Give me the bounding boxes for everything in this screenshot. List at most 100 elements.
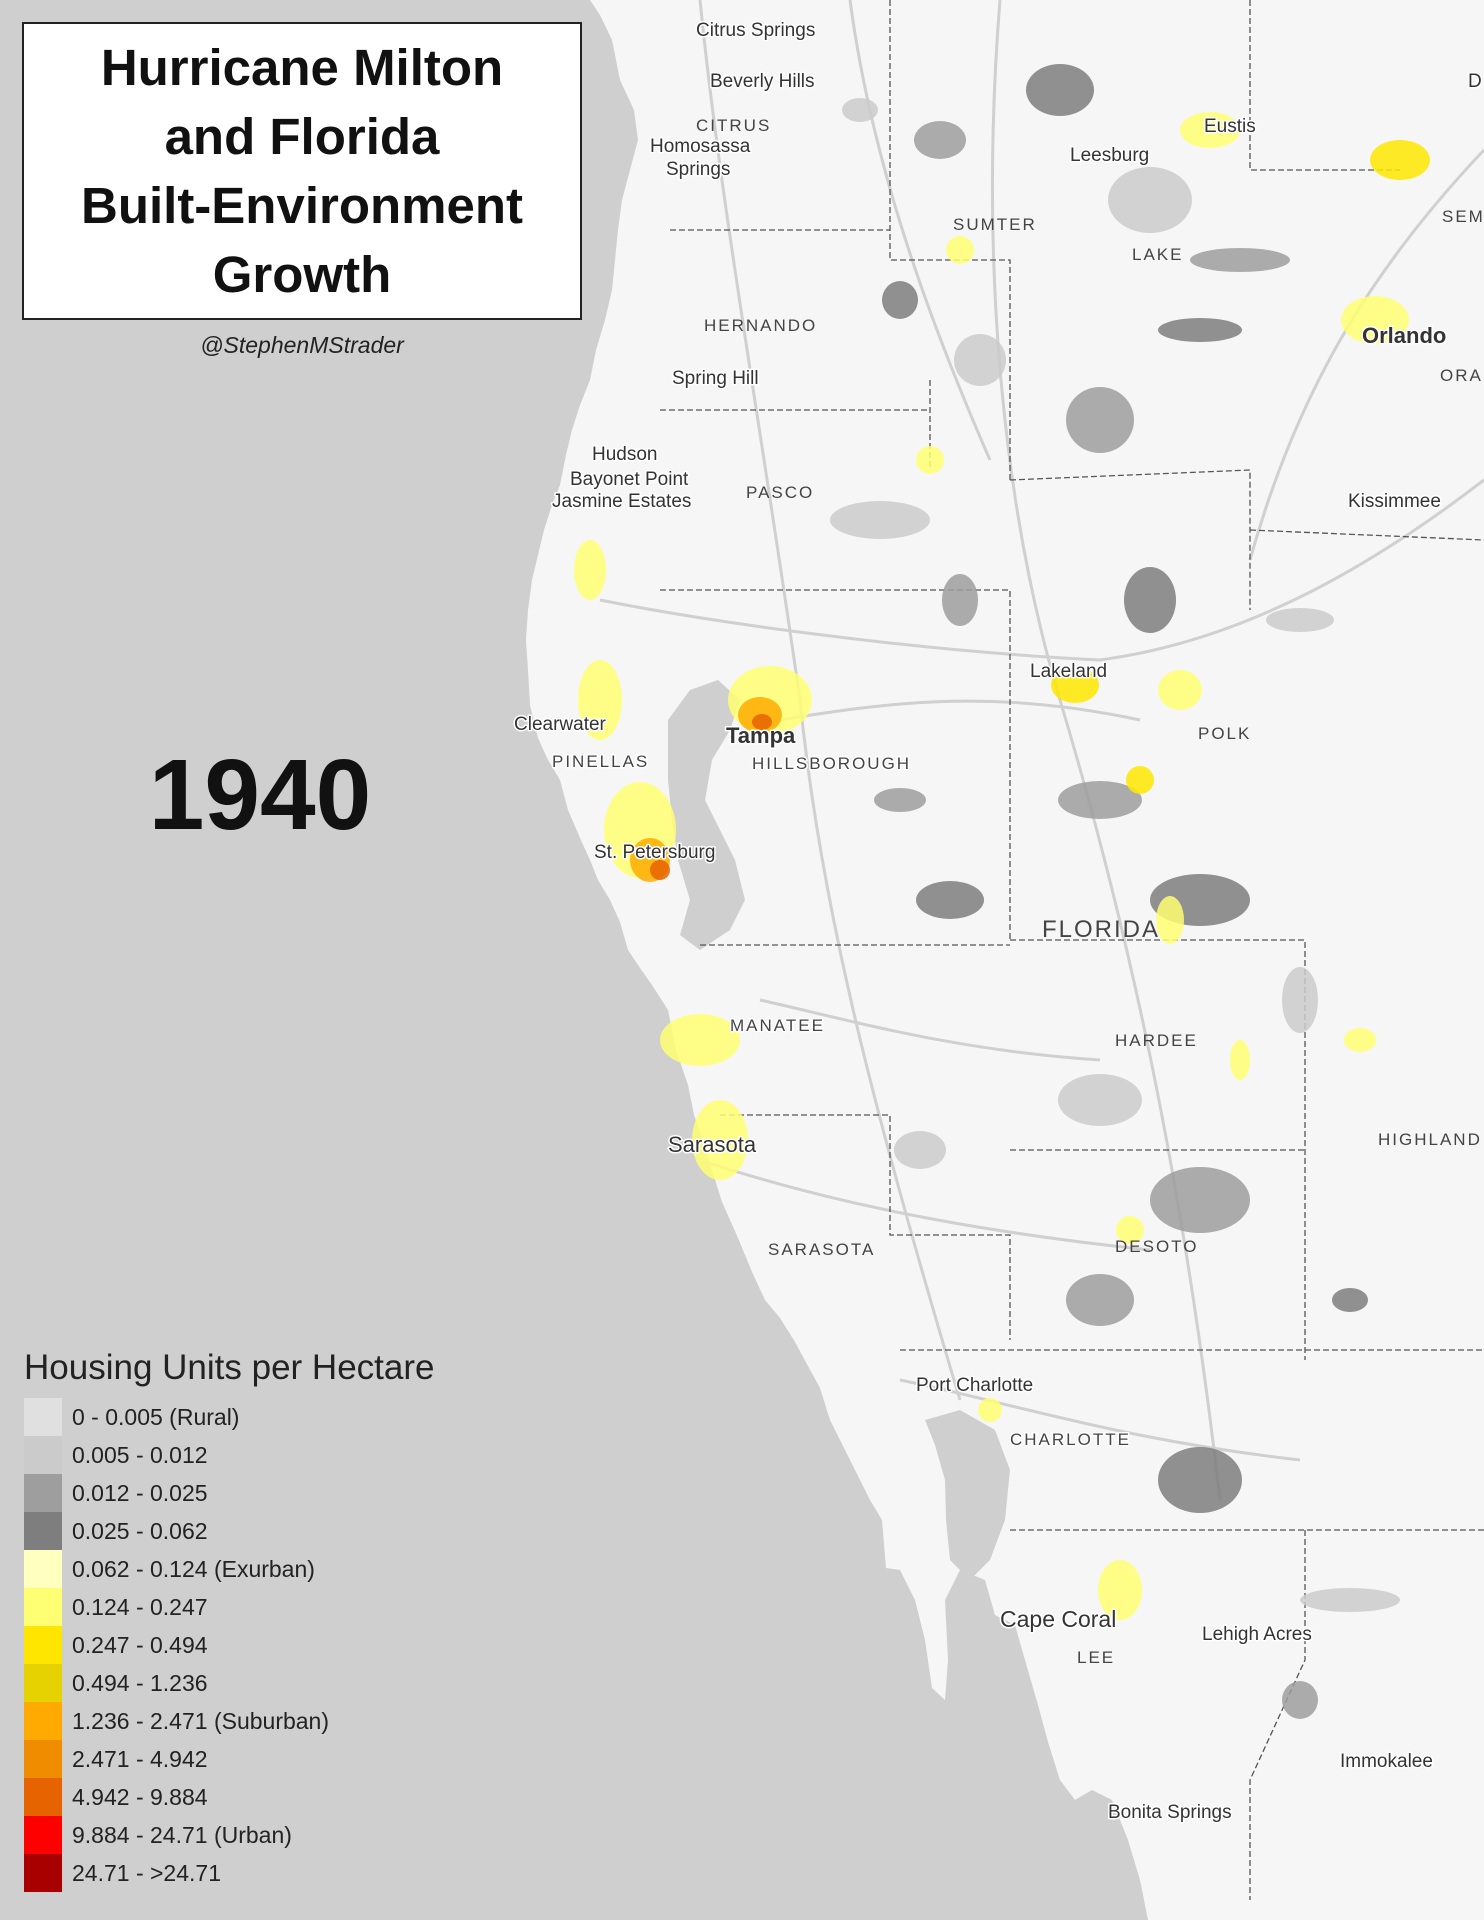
settlement-patch	[978, 1398, 1002, 1422]
density-patch	[1158, 1447, 1242, 1513]
density-patch	[1282, 1681, 1318, 1719]
density-patch	[1332, 1288, 1368, 1312]
density-patch	[1124, 567, 1176, 633]
road	[759, 998, 1101, 1062]
city-label-lehigh-acres: Lehigh Acres	[1202, 1624, 1312, 1645]
year-label: 1940	[148, 739, 372, 851]
density-patch	[916, 881, 984, 919]
county-label-polk: POLK	[1198, 724, 1251, 743]
city-label-cape-coral: Cape Coral	[1000, 1606, 1116, 1632]
legend-swatch	[24, 1436, 62, 1474]
legend-items: 0 - 0.005 (Rural) 0.005 - 0.012 0.012 - …	[24, 1398, 434, 1892]
title-box: Hurricane Milton and Florida Built-Envir…	[22, 22, 582, 320]
county-label-desoto: DESOTO	[1115, 1237, 1198, 1256]
legend-label: 2.471 - 4.942	[72, 1745, 208, 1772]
density-patch	[1300, 1588, 1400, 1612]
density-patch	[954, 334, 1006, 386]
density-patch	[1058, 781, 1142, 819]
settlement-patch	[1370, 140, 1430, 180]
density-patch	[1108, 167, 1192, 233]
county-label-highlands: HIGHLAND	[1378, 1130, 1482, 1149]
county-label-pasco: PASCO	[746, 483, 814, 502]
legend-label: 0.012 - 0.025	[72, 1479, 208, 1506]
density-patch	[842, 98, 878, 122]
county-line	[720, 1114, 1011, 1340]
density-patch	[1282, 967, 1318, 1033]
density-patch	[874, 788, 926, 812]
county-label-citrus: CITRUS	[696, 116, 771, 135]
county-line	[889, 0, 1011, 480]
density-patch	[1150, 1167, 1250, 1233]
city-label-tampa: Tampa	[726, 723, 796, 748]
county-line	[1009, 469, 1251, 610]
county-label-orange: ORA	[1440, 366, 1483, 385]
density-patch	[830, 501, 930, 539]
county-label-manatee: MANATEE	[730, 1016, 825, 1035]
county-labels: CITRUS SUMTER LAKE SEM ORA HERNANDO PASC…	[551, 116, 1483, 1667]
legend-item: 0.494 - 1.236	[24, 1664, 434, 1702]
city-label-kissimmee: Kissimmee	[1348, 491, 1441, 512]
development-density	[574, 64, 1430, 1719]
city-label-edge-d: D	[1468, 71, 1482, 92]
county-label-lee: LEE	[1077, 1648, 1115, 1667]
settlement-patch	[1344, 1028, 1376, 1052]
road	[899, 1378, 1301, 1462]
legend-swatch	[24, 1664, 62, 1702]
county-label-hernando: HERNANDO	[704, 316, 817, 335]
legend-item: 0.005 - 0.012	[24, 1436, 434, 1474]
density-patch	[942, 574, 978, 626]
settlement-patch	[1230, 1040, 1250, 1080]
legend-label: 1.236 - 2.471 (Suburban)	[72, 1707, 330, 1734]
legend-swatch	[24, 1588, 62, 1626]
settlement-patch	[752, 714, 772, 730]
legend-swatch	[24, 1854, 62, 1892]
legend-item: 0.025 - 0.062	[24, 1512, 434, 1550]
tampa-bay	[668, 680, 745, 950]
city-label-beverly-hills: Beverly Hills	[710, 71, 815, 92]
density-patch	[894, 1131, 946, 1169]
settlement-patch	[660, 1014, 740, 1066]
density-patch	[1066, 387, 1134, 453]
settlement-patch	[916, 446, 944, 474]
settlement-patch	[1180, 112, 1240, 148]
legend-swatch	[24, 1626, 62, 1664]
legend-label: 0.005 - 0.012	[72, 1441, 208, 1468]
city-label-orlando: Orlando	[1362, 323, 1446, 348]
county-label-sarasota: SARASOTA	[768, 1240, 875, 1259]
density-patch	[1066, 1274, 1134, 1326]
settlement-patch	[1158, 670, 1202, 710]
county-boundaries	[660, 0, 1484, 1900]
legend-swatch	[24, 1512, 62, 1550]
density-patch	[914, 121, 966, 159]
county-label-lake: LAKE	[1132, 245, 1183, 264]
city-label-jasmine-estates: Jasmine Estates	[552, 491, 691, 512]
legend-swatch	[24, 1778, 62, 1816]
settlement-patch	[650, 860, 670, 880]
legend-label: 0 - 0.005 (Rural)	[72, 1403, 240, 1430]
legend-swatch	[24, 1398, 62, 1436]
state-label: FLORIDA	[1042, 916, 1160, 943]
city-label-citrus-springs: Citrus Springs	[696, 20, 815, 41]
density-patch	[1190, 248, 1290, 272]
city-label-bonita-springs: Bonita Springs	[1108, 1802, 1232, 1823]
city-labels: Citrus Springs Beverly Hills Homosassa S…	[513, 19, 1484, 1825]
settlement-patch	[574, 540, 606, 600]
legend-swatch	[24, 1702, 62, 1740]
port-charlotte-peninsula	[878, 1330, 952, 1535]
legend-item: 9.884 - 24.71 (Urban)	[24, 1816, 434, 1854]
map-title: Hurricane Milton and Florida Built-Envir…	[81, 39, 523, 303]
legend-item: 2.471 - 4.942	[24, 1740, 434, 1778]
road	[599, 478, 1484, 662]
city-label-st-petersburg: St. Petersburg	[594, 842, 715, 863]
settlement-patch	[1341, 296, 1409, 344]
settlement-patch	[1098, 1560, 1142, 1620]
city-label-clearwater: Clearwater	[514, 714, 607, 735]
legend-item: 0.124 - 0.247	[24, 1588, 434, 1626]
author-credit: @StephenMStrader	[200, 332, 404, 358]
county-label-charlotte: CHARLOTTE	[1010, 1430, 1131, 1449]
city-label-sarasota-city: Sarasota	[668, 1132, 757, 1157]
settlement-patch	[1051, 667, 1099, 703]
legend-label: 0.062 - 0.124 (Exurban)	[72, 1555, 315, 1582]
road	[779, 699, 1141, 722]
city-label-bayonet-point: Bayonet Point	[570, 469, 689, 490]
